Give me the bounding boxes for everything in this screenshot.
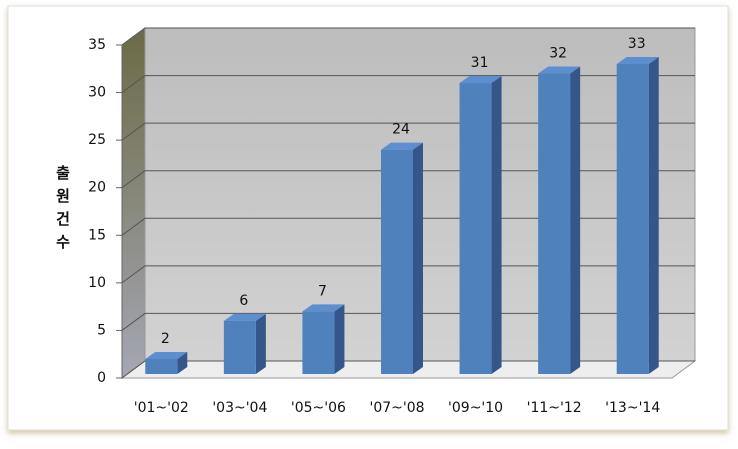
grid-line [121, 217, 695, 236]
bar-side [648, 57, 659, 375]
bar [145, 358, 178, 374]
x-tick-label: '01~'02 [134, 400, 189, 416]
x-tick-label: '09~'10 [448, 400, 503, 416]
bar [223, 320, 256, 374]
bar [381, 149, 413, 374]
bar [459, 83, 492, 375]
grid-line [121, 170, 695, 189]
bar-side [491, 76, 502, 375]
bar-top [302, 304, 345, 312]
bar-side [334, 304, 345, 374]
grid-line [121, 75, 695, 93]
y-tick-label: 20 [88, 180, 106, 196]
bar-side [413, 142, 423, 374]
x-tick-label: '07~'08 [369, 400, 424, 416]
value-label: 2 [161, 331, 170, 347]
bar-side [255, 313, 266, 374]
bar-top [381, 142, 423, 150]
y-tick-label: 10 [88, 275, 106, 291]
bar [302, 311, 335, 374]
value-label: 33 [628, 36, 646, 52]
x-tick-label: '03~'04 [212, 400, 267, 416]
y-tick-label: 30 [88, 85, 106, 101]
grid-line [121, 360, 695, 379]
bar-top [145, 351, 188, 359]
y-tick-label: 15 [88, 227, 106, 243]
bar-top [223, 313, 266, 321]
bar-side [570, 66, 581, 375]
y-tick-label: 0 [97, 370, 106, 386]
bar-top [538, 66, 581, 74]
grid-line [121, 265, 695, 284]
bar [538, 73, 571, 375]
value-label: 32 [549, 46, 567, 62]
bar [616, 64, 649, 375]
grid-line [121, 312, 695, 331]
y-tick-label: 35 [88, 37, 106, 53]
bar-side [177, 351, 188, 374]
x-tick-label: '11~'12 [527, 400, 582, 416]
grid-line [121, 122, 695, 141]
bar-top [616, 57, 659, 65]
side-wall [121, 27, 146, 379]
y-tick-label: 5 [97, 322, 106, 338]
value-label: 7 [318, 283, 327, 299]
grid-line [121, 27, 695, 46]
value-label: 31 [471, 55, 489, 71]
value-label: 6 [239, 293, 248, 309]
value-label: 24 [392, 122, 410, 138]
x-tick-label: '05~'06 [291, 400, 346, 416]
y-tick-label: 25 [88, 132, 106, 148]
bar-top [459, 76, 502, 84]
y-axis-label: 출원건수 [54, 165, 72, 257]
x-tick-label: '13~'14 [605, 400, 660, 416]
